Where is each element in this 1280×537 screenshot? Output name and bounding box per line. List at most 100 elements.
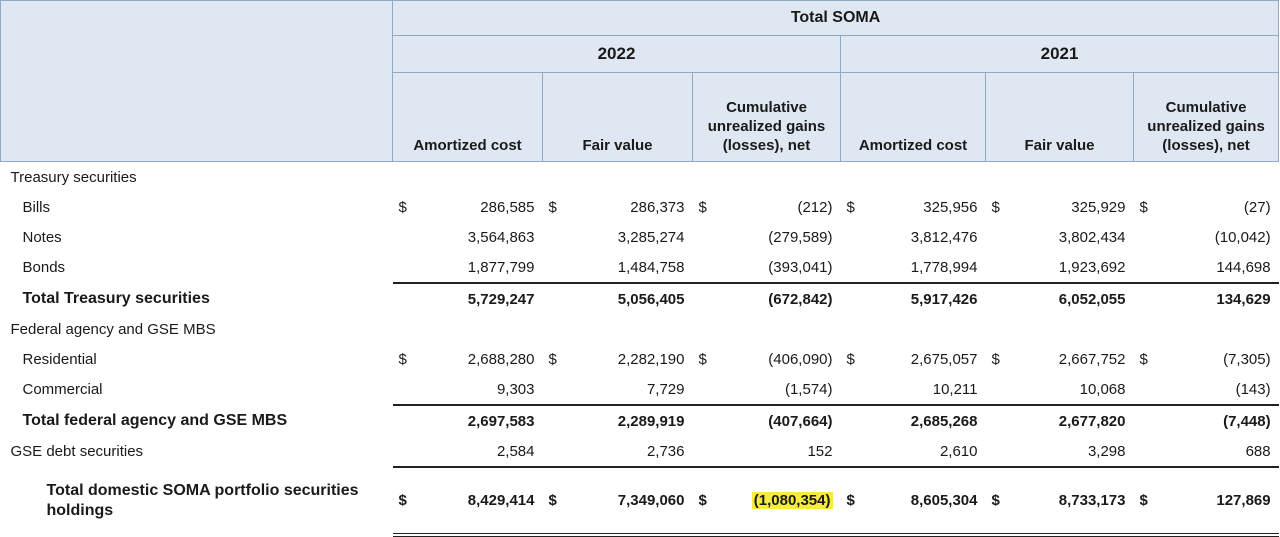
cell-cumulative-2021: 144,698 bbox=[1216, 258, 1271, 276]
currency-symbol: $ bbox=[542, 466, 573, 537]
cell-cumulative-2021: 127,869 bbox=[1163, 466, 1279, 537]
row-label: Total domestic SOMA portfolio securities… bbox=[1, 467, 393, 535]
cell-amortized-2021: 2,675,057 bbox=[910, 350, 978, 368]
col-fair-value-2022: Fair value bbox=[542, 72, 693, 162]
cell-amortized-2022: 9,303 bbox=[496, 380, 535, 398]
row-commercial: Commercial 9,303 7,729 (1,574) 10,211 10… bbox=[1, 374, 1279, 405]
row-label: Commercial bbox=[22, 381, 103, 398]
cell-fair-2022: 7,349,060 bbox=[572, 466, 693, 537]
cell-fair-2021: 325,929 bbox=[1071, 198, 1126, 216]
cell-amortized-2022: 2,697,583 bbox=[422, 404, 543, 436]
row-label: Bonds bbox=[22, 259, 66, 276]
row-label: Total federal agency and GSE MBS bbox=[22, 411, 288, 429]
currency-symbol: $ bbox=[1133, 466, 1164, 537]
header-row-columns: Amortized cost Fair value Cumulative unr… bbox=[1, 72, 1280, 162]
section-label: Treasury securities bbox=[10, 168, 137, 186]
row-bonds: Bonds 1,877,799 1,484,758 (393,041) 1,77… bbox=[1, 252, 1279, 283]
cell-amortized-2021: 2,610 bbox=[939, 442, 978, 460]
cum-line1: Cumulative bbox=[726, 99, 807, 116]
cell-amortized-2021: 3,812,476 bbox=[910, 228, 978, 246]
row-gse-debt: GSE debt securities 2,584 2,736 152 2,61… bbox=[1, 436, 1279, 467]
cum-line3: (losses), net bbox=[1162, 137, 1250, 154]
cell-cumulative-2022: 152 bbox=[807, 442, 833, 460]
cell-cumulative-2022: (279,589) bbox=[768, 228, 833, 246]
row-label: Total Treasury securities bbox=[22, 289, 210, 307]
cell-cumulative-2021: (27) bbox=[1243, 198, 1271, 216]
cell-amortized-2022: 8,429,414 bbox=[422, 466, 543, 537]
cell-amortized-2022: 3,564,863 bbox=[467, 228, 535, 246]
highlighted-value: (1,080,354) bbox=[751, 492, 833, 509]
currency-symbol: $ bbox=[692, 466, 723, 537]
cell-fair-2022: 2,289,919 bbox=[572, 404, 693, 436]
cell-cumulative-2021: (143) bbox=[1235, 380, 1271, 398]
col-cumulative-gains-2021: Cumulative unrealized gains (losses), ne… bbox=[1132, 72, 1280, 162]
currency-symbol: $ bbox=[392, 466, 423, 537]
cell-cumulative-2022: (1,574) bbox=[784, 380, 833, 398]
currency-symbol: $ bbox=[698, 350, 707, 368]
cell-cumulative-2022: (393,041) bbox=[768, 258, 833, 276]
row-notes: Notes 3,564,863 3,285,274 (279,589) 3,81… bbox=[1, 222, 1279, 252]
cell-fair-2021: 3,802,434 bbox=[1058, 228, 1126, 246]
currency-symbol: $ bbox=[846, 350, 855, 368]
cell-fair-2022: 286,373 bbox=[630, 198, 685, 216]
row-total-treasury: Total Treasury securities 5,729,247 5,05… bbox=[1, 282, 1279, 314]
row-label: Bills bbox=[22, 198, 51, 216]
cell-amortized-2022: 1,877,799 bbox=[467, 258, 535, 276]
cell-amortized-2022: 5,729,247 bbox=[422, 282, 543, 314]
header-row-group: Total SOMA bbox=[0, 0, 1280, 162]
header-year-2021: 2021 bbox=[839, 35, 1280, 73]
currency-symbol: $ bbox=[1139, 198, 1148, 216]
cell-fair-2022: 5,056,405 bbox=[572, 282, 693, 314]
cell-cumulative-2022: (406,090) bbox=[768, 350, 833, 368]
row-treasury-heading: Treasury securities bbox=[1, 162, 1279, 193]
row-grand-total: Total domestic SOMA portfolio securities… bbox=[1, 466, 1279, 537]
cell-amortized-2021: 1,778,994 bbox=[910, 258, 978, 276]
cell-amortized-2022: 286,585 bbox=[480, 198, 535, 216]
cell-fair-2021: 2,677,820 bbox=[1015, 404, 1134, 436]
grand-total-label-line2: holdings bbox=[46, 502, 114, 519]
cell-cumulative-2021: 134,629 bbox=[1163, 282, 1279, 314]
header-label-cell bbox=[0, 0, 393, 162]
cell-fair-2022: 2,736 bbox=[646, 442, 685, 460]
grand-total-label-line1: Total domestic SOMA portfolio securities bbox=[46, 482, 359, 499]
cell-cumulative-2022: (672,842) bbox=[722, 282, 841, 314]
section-label: Federal agency and GSE MBS bbox=[10, 320, 216, 338]
currency-symbol: $ bbox=[840, 466, 871, 537]
row-label: GSE debt securities bbox=[10, 443, 144, 460]
cum-line2: unrealized gains bbox=[707, 118, 826, 135]
currency-symbol: $ bbox=[991, 198, 1000, 216]
cell-fair-2021: 6,052,055 bbox=[1015, 282, 1134, 314]
cell-cumulative-2021: 688 bbox=[1245, 442, 1271, 460]
currency-symbol: $ bbox=[398, 198, 407, 216]
cell-fair-2022: 1,484,758 bbox=[617, 258, 685, 276]
cell-amortized-2021: 2,685,268 bbox=[870, 404, 986, 436]
col-cumulative-gains-2022: Cumulative unrealized gains (losses), ne… bbox=[692, 72, 841, 162]
cell-fair-2022: 2,282,190 bbox=[617, 350, 685, 368]
header-total-soma: Total SOMA bbox=[391, 0, 1280, 36]
row-label: Notes bbox=[22, 228, 62, 246]
cell-cumulative-2022: (407,664) bbox=[722, 404, 841, 436]
cum-line3: (losses), net bbox=[722, 137, 811, 154]
currency-symbol: $ bbox=[1139, 350, 1148, 368]
cell-amortized-2021: 10,211 bbox=[932, 380, 978, 398]
cell-fair-2022: 3,285,274 bbox=[617, 228, 685, 246]
col-amortized-cost-2021: Amortized cost bbox=[840, 72, 986, 162]
currency-symbol: $ bbox=[846, 198, 855, 216]
row-residential: Residential $ 2,688,280 $ 2,282,190 $ (4… bbox=[1, 344, 1279, 374]
cell-fair-2021: 8,733,173 bbox=[1015, 466, 1134, 537]
row-agency-heading: Federal agency and GSE MBS bbox=[1, 314, 1279, 344]
cell-amortized-2022: 2,584 bbox=[496, 442, 535, 460]
currency-symbol: $ bbox=[548, 350, 557, 368]
cum-line1: Cumulative bbox=[1165, 99, 1247, 116]
row-bills: Bills $ 286,585 $ 286,373 $ (212) $ 325,… bbox=[1, 192, 1279, 222]
cum-line2: unrealized gains bbox=[1147, 118, 1265, 135]
row-label: Residential bbox=[22, 350, 97, 368]
currency-symbol: $ bbox=[991, 350, 1000, 368]
col-amortized-cost-2022: Amortized cost bbox=[392, 72, 543, 162]
cell-fair-2021: 1,923,692 bbox=[1058, 258, 1126, 276]
cell-amortized-2021: 5,917,426 bbox=[870, 282, 986, 314]
col-fair-value-2021: Fair value bbox=[985, 72, 1134, 162]
cell-cumulative-2021: (7,305) bbox=[1223, 350, 1271, 368]
header-year-2022: 2022 bbox=[392, 35, 841, 73]
